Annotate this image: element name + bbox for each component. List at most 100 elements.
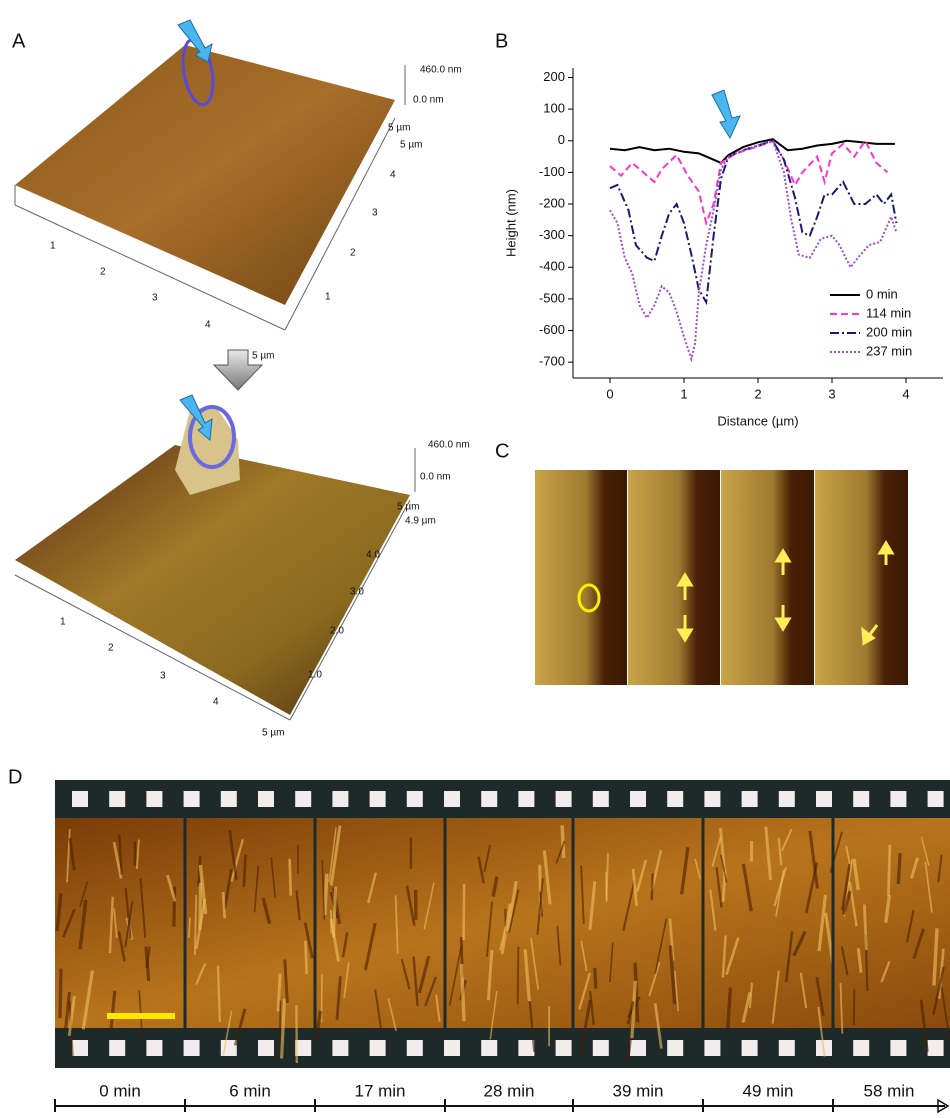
sprocket-hole bbox=[779, 1040, 795, 1056]
sprocket-hole bbox=[332, 791, 348, 807]
y-tick-label: 2 bbox=[350, 248, 356, 259]
sprocket-hole bbox=[630, 1040, 646, 1056]
sprocket-hole bbox=[332, 1040, 348, 1056]
sprocket-hole bbox=[630, 791, 646, 807]
y-tick-label: 0 bbox=[558, 132, 565, 147]
sprocket-hole bbox=[72, 791, 88, 807]
sprocket-hole bbox=[258, 791, 274, 807]
sprocket-hole bbox=[667, 791, 683, 807]
time-label: 49 min bbox=[742, 1081, 793, 1100]
x-tick-label: 2 bbox=[108, 643, 114, 654]
texture-streak bbox=[333, 887, 335, 937]
y-tick-label: -200 bbox=[539, 195, 565, 210]
z-max-label: 460.0 nm bbox=[428, 440, 470, 451]
y-end-label: 5 µm bbox=[388, 123, 410, 134]
y-tick-label: 3.0 bbox=[350, 587, 364, 598]
sprocket-hole bbox=[928, 791, 944, 807]
texture-streak bbox=[200, 883, 201, 930]
x-axis-label: Distance (µm) bbox=[717, 413, 798, 428]
sprocket-hole bbox=[853, 1040, 869, 1056]
data-line bbox=[610, 141, 896, 302]
y-axis-label: Height (nm) bbox=[503, 189, 518, 257]
y-tick-label: 4 bbox=[390, 170, 396, 181]
legend-label: 114 min bbox=[866, 305, 911, 320]
texture-streak bbox=[325, 874, 327, 915]
texture-streak bbox=[854, 989, 855, 1025]
sprocket-hole bbox=[295, 791, 311, 807]
texture-streak bbox=[189, 918, 190, 938]
y-tick-label: -400 bbox=[539, 259, 565, 274]
y-end-label: 4.9 µm bbox=[405, 516, 436, 527]
sprocket-hole bbox=[556, 791, 572, 807]
x-tick-label: 3 bbox=[152, 293, 158, 304]
texture-streak bbox=[60, 969, 61, 1019]
sprocket-hole bbox=[742, 791, 758, 807]
time-label: 39 min bbox=[612, 1081, 663, 1100]
x-tick-label: 1 bbox=[60, 617, 66, 628]
figure: A B C D 460.0 nm 0.0 nm 5 µm 5 µm 5 µm 4… bbox=[0, 0, 950, 1113]
sprocket-hole bbox=[890, 791, 906, 807]
sprocket-hole bbox=[146, 791, 162, 807]
panel-c-images bbox=[535, 470, 908, 685]
sprocket-hole bbox=[370, 1040, 386, 1056]
time-label: 0 min bbox=[99, 1081, 141, 1100]
x-tick-label: 3 bbox=[160, 671, 166, 682]
sprocket-hole bbox=[481, 1040, 497, 1056]
x-tick-label: 1 bbox=[680, 386, 687, 401]
x-tick-label: 0 bbox=[606, 386, 613, 401]
legend-label: 0 min bbox=[866, 286, 898, 301]
sprocket-hole bbox=[481, 791, 497, 807]
afm-3d-top bbox=[15, 37, 405, 330]
texture-streak bbox=[244, 855, 246, 887]
data-line bbox=[610, 139, 895, 163]
x-tick-label: 2 bbox=[754, 386, 761, 401]
sprocket-hole bbox=[184, 1040, 200, 1056]
sprocket-hole bbox=[928, 1040, 944, 1056]
y-tick-label: -100 bbox=[539, 164, 565, 179]
time-label: 28 min bbox=[483, 1081, 534, 1100]
legend-label: 200 min bbox=[866, 324, 912, 339]
sprocket-hole bbox=[407, 1040, 423, 1056]
z-min-label: 0.0 nm bbox=[420, 472, 451, 483]
sprocket-hole bbox=[407, 791, 423, 807]
time-label: 6 min bbox=[229, 1081, 271, 1100]
y-end-label: 5 µm bbox=[400, 140, 422, 151]
legend-label: 237 min bbox=[866, 343, 912, 358]
sprocket-hole bbox=[221, 791, 237, 807]
texture-streak bbox=[595, 968, 596, 989]
sprocket-hole bbox=[667, 1040, 683, 1056]
afm-3d-bottom bbox=[15, 405, 415, 720]
x-tick-label: 4 bbox=[902, 386, 909, 401]
sprocket-hole bbox=[853, 791, 869, 807]
panel-label: C bbox=[495, 440, 509, 462]
y-tick-label: -300 bbox=[539, 227, 565, 242]
texture-streak bbox=[305, 941, 306, 974]
y-tick-label: -700 bbox=[539, 354, 565, 369]
texture-streak bbox=[888, 845, 889, 896]
x-tick-label: 4 bbox=[205, 320, 211, 331]
y-tick-label: -600 bbox=[539, 322, 565, 337]
sprocket-hole bbox=[779, 791, 795, 807]
x-end-label: 5 µm bbox=[252, 351, 274, 362]
sprocket-hole bbox=[704, 791, 720, 807]
sprocket-hole bbox=[72, 1040, 88, 1056]
y-tick-label: 1.0 bbox=[308, 670, 322, 681]
texture-streak bbox=[652, 873, 653, 900]
sprocket-hole bbox=[370, 791, 386, 807]
y-tick-label: 100 bbox=[543, 101, 565, 116]
sprocket-hole bbox=[444, 1040, 460, 1056]
data-line bbox=[610, 141, 888, 223]
sprocket-hole bbox=[146, 1040, 162, 1056]
sprocket-hole bbox=[556, 1040, 572, 1056]
y-tick-label: 1 bbox=[325, 292, 331, 303]
y-tick-label: 4.0 bbox=[366, 550, 380, 561]
y-tick-label: 3 bbox=[372, 208, 378, 219]
sprocket-hole bbox=[258, 1040, 274, 1056]
z-min-label: 0.0 nm bbox=[413, 95, 444, 106]
sprocket-hole bbox=[109, 1040, 125, 1056]
y-end-label: 5 µm bbox=[397, 502, 419, 513]
panel-label: D bbox=[8, 766, 22, 788]
y-tick-label: -500 bbox=[539, 290, 565, 305]
y-tick-label: 2.0 bbox=[330, 626, 344, 637]
texture-streak bbox=[518, 947, 519, 1004]
